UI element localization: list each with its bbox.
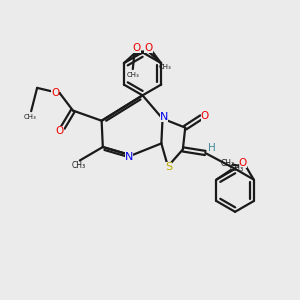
- Text: H: H: [208, 142, 216, 153]
- Text: CH₃: CH₃: [158, 64, 171, 70]
- Text: O: O: [201, 111, 209, 121]
- Text: CH₃: CH₃: [71, 161, 85, 170]
- Text: CH₃: CH₃: [126, 72, 139, 78]
- Text: O: O: [51, 88, 59, 98]
- Text: O: O: [238, 158, 247, 168]
- Text: O: O: [145, 43, 153, 53]
- Text: O: O: [132, 43, 141, 53]
- Text: CH₃: CH₃: [229, 164, 243, 173]
- Text: CH₃: CH₃: [220, 159, 235, 168]
- Text: CH₃: CH₃: [23, 114, 36, 120]
- Text: N: N: [125, 152, 133, 162]
- Text: O: O: [56, 126, 64, 136]
- Text: N: N: [160, 112, 168, 122]
- Text: S: S: [165, 162, 172, 172]
